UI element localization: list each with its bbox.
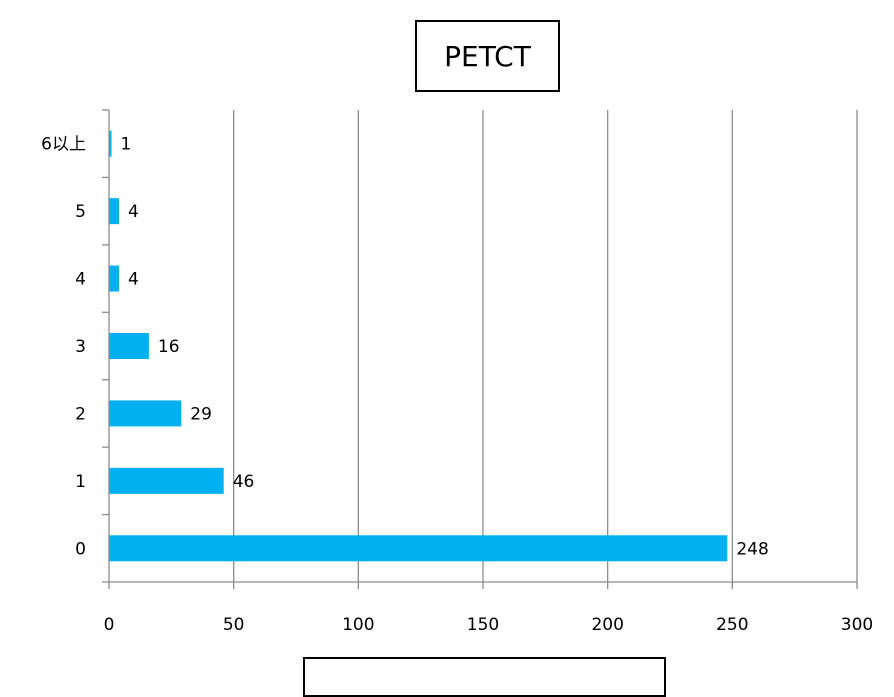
x-tick-label: 300: [841, 615, 873, 635]
labels: 0 50 100 150 200 250 300 248 0 46 1 29 2 16 3 4 4 4 5 1 6以上: [41, 135, 873, 635]
bar-chart: 0 50 100 150 200 250 300 248 0 46 1 29 2 16 3 4 4 4 5 1 6以上: [41, 109, 873, 635]
data-label: 46: [233, 472, 255, 492]
x-tick-label: 200: [591, 615, 623, 635]
x-axis-title-box: [303, 657, 666, 697]
data-label: 29: [190, 404, 212, 424]
data-label: 248: [736, 539, 768, 559]
bar: [109, 130, 112, 157]
x-tick-label: 250: [716, 615, 748, 635]
y-tick-label: 1: [75, 472, 86, 492]
bar: [109, 467, 224, 494]
y-tick-label: 0: [75, 539, 86, 559]
data-label: 16: [158, 337, 180, 357]
gridlines: [233, 110, 858, 582]
bar: [109, 265, 119, 292]
y-tick-label: 5: [75, 202, 86, 222]
x-tick-label: 150: [467, 615, 499, 635]
y-tick-label: 4: [75, 270, 86, 290]
x-tick-label: 100: [342, 615, 374, 635]
y-tick-label: 3: [75, 337, 86, 357]
bar: [109, 535, 728, 562]
bars: [109, 130, 728, 562]
data-label: 4: [128, 270, 139, 290]
x-tick-label: 0: [104, 615, 115, 635]
chart-title: PETCT: [415, 20, 560, 92]
axes: [102, 109, 858, 589]
y-tick-label: 2: [75, 404, 86, 424]
y-tick-label: 6以上: [41, 135, 86, 155]
bar: [109, 333, 149, 359]
bar: [109, 400, 182, 427]
bar: [109, 198, 119, 225]
data-label: 4: [128, 202, 139, 222]
data-label: 1: [120, 135, 131, 155]
x-tick-label: 50: [223, 615, 245, 635]
